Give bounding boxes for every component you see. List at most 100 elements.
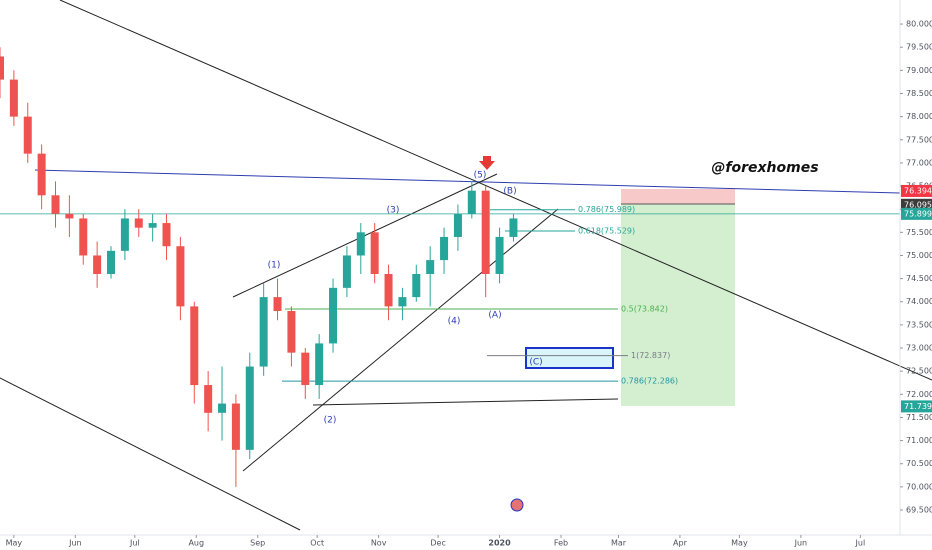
candle-body bbox=[273, 297, 282, 312]
candle-body bbox=[23, 116, 32, 154]
candle-body bbox=[259, 297, 268, 367]
y-tick-label: 78.000 bbox=[906, 112, 932, 121]
candle-body bbox=[342, 255, 351, 288]
y-tick-label: 73.000 bbox=[906, 344, 932, 353]
candle-body bbox=[440, 236, 449, 261]
wave-label: (1) bbox=[268, 261, 281, 271]
price-tag bbox=[901, 198, 932, 211]
base-line bbox=[312, 398, 619, 406]
price-tag-label: 76.095 bbox=[904, 200, 932, 209]
candle-body bbox=[453, 213, 462, 237]
candle-body bbox=[398, 297, 407, 307]
y-tick-label: 72.500 bbox=[906, 367, 932, 376]
candle-body bbox=[315, 343, 324, 386]
y-tick-label: 74.000 bbox=[906, 297, 932, 306]
y-tick-label: 80.000 bbox=[906, 20, 932, 29]
fib-label: 0.786(72.286) bbox=[621, 377, 678, 386]
candle-body bbox=[426, 260, 435, 274]
price-tag bbox=[901, 184, 932, 197]
y-tick-label: 70.500 bbox=[906, 459, 932, 468]
resistance-line bbox=[34, 169, 901, 194]
y-tick-label: 75.500 bbox=[906, 228, 932, 237]
candle-body bbox=[204, 385, 213, 413]
wave-label: (C) bbox=[529, 358, 542, 368]
y-tick-label: 78.500 bbox=[906, 89, 932, 98]
price-tag-label: 76.394 bbox=[904, 186, 932, 195]
candle-body bbox=[79, 218, 88, 256]
y-tick-label: 77.500 bbox=[906, 135, 932, 144]
y-tick-label: 74.500 bbox=[906, 274, 932, 283]
plot: 0.786(75.989) 0.618(75.529) 0.5(73.842) 1(7… bbox=[0, 47, 900, 487]
y-tick-label: 72.000 bbox=[906, 390, 932, 399]
trend-line bbox=[0, 377, 301, 531]
wave-label: (3) bbox=[387, 206, 400, 216]
candle-body bbox=[301, 352, 310, 386]
wave-label: (B) bbox=[503, 187, 516, 197]
x-tick-label: Jul bbox=[855, 539, 866, 548]
x-tick-label: Feb bbox=[554, 539, 568, 548]
y-tick-label: 69.500 bbox=[906, 506, 932, 515]
candle-body bbox=[245, 366, 254, 450]
candle-body bbox=[481, 190, 490, 274]
price-tag-label: 75.899 bbox=[904, 209, 932, 218]
trend-line bbox=[59, 0, 932, 381]
candle-body bbox=[37, 153, 46, 196]
y-tick-label: 73.500 bbox=[906, 320, 932, 329]
candle-body bbox=[134, 218, 143, 228]
candle-body bbox=[190, 306, 199, 386]
candle-body bbox=[162, 223, 171, 247]
candle-body bbox=[467, 190, 476, 214]
fib-label: 0.618(75.529) bbox=[578, 226, 635, 235]
candle-body bbox=[495, 236, 504, 274]
wave-label: (A) bbox=[488, 311, 501, 321]
y-tick-label: 79.000 bbox=[906, 66, 932, 75]
candle-body bbox=[120, 218, 129, 251]
x-tick-label: Aug bbox=[188, 539, 204, 548]
candle-body bbox=[329, 287, 338, 344]
arrow bbox=[479, 156, 495, 170]
watermark: @forexhomes bbox=[711, 160, 818, 176]
x-tick-label: Jul bbox=[129, 539, 140, 548]
candle-body bbox=[148, 223, 157, 228]
y-tick-label: 79.500 bbox=[906, 43, 932, 52]
candle-body bbox=[218, 403, 227, 413]
candle-body bbox=[51, 195, 60, 214]
fib-label: 0.5(73.842) bbox=[621, 305, 668, 314]
y-tick-label: 71.500 bbox=[906, 413, 932, 422]
x-tick-label: May bbox=[731, 539, 748, 548]
candle-body bbox=[509, 218, 518, 237]
candle-body bbox=[0, 56, 4, 80]
candle-body bbox=[176, 246, 185, 307]
y-tick-label: 75.000 bbox=[906, 251, 932, 260]
candle-body bbox=[107, 250, 116, 274]
y-tick-label: 71.000 bbox=[906, 436, 932, 445]
candle-body bbox=[287, 311, 296, 353]
wedge-lower bbox=[242, 208, 559, 472]
wave-label: (4) bbox=[448, 317, 461, 327]
candle-body bbox=[65, 213, 74, 219]
stop-zone bbox=[621, 189, 735, 204]
price-tag-label: 71.739 bbox=[904, 402, 932, 411]
x-tick-label: Nov bbox=[371, 539, 387, 548]
price-tag bbox=[901, 207, 932, 220]
fib-label: 0.786(75.989) bbox=[578, 205, 635, 214]
x-tick-label: Oct bbox=[310, 539, 324, 548]
wave-label: (5) bbox=[474, 171, 487, 181]
logo bbox=[510, 498, 524, 512]
x-tick-label: May bbox=[6, 539, 23, 548]
candle-body bbox=[412, 273, 421, 298]
fib-label: 1(72.837) bbox=[631, 351, 670, 360]
x-tick-label: Jun bbox=[794, 539, 808, 548]
wave-label: (2) bbox=[324, 416, 337, 426]
target-zone bbox=[621, 204, 735, 406]
price-tag bbox=[901, 400, 932, 413]
wedge-upper bbox=[232, 173, 498, 298]
candle-body bbox=[370, 232, 379, 274]
y-tick-label: 77.000 bbox=[906, 158, 932, 167]
x-tick-label: Dec bbox=[430, 539, 445, 548]
candle-body bbox=[9, 79, 18, 117]
target-box bbox=[525, 347, 614, 369]
x-tick-label: Mar bbox=[611, 539, 627, 548]
